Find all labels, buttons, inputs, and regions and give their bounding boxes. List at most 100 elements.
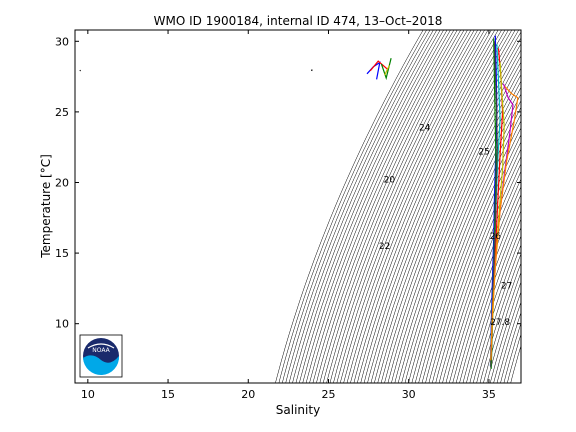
contour-label: 24 — [419, 123, 431, 133]
isoline — [387, 55, 521, 383]
isoline — [483, 262, 521, 383]
isoline — [421, 120, 521, 383]
isoline — [418, 113, 521, 383]
isoline — [404, 86, 521, 383]
y-axis: 10 15 20 25 30 — [55, 35, 521, 331]
isoline — [329, 30, 478, 383]
isoline — [316, 30, 465, 383]
isoline — [414, 106, 521, 383]
y-tick-label: 25 — [55, 106, 69, 119]
isoline — [370, 30, 519, 383]
x-tick-label: 20 — [241, 388, 255, 401]
isoline — [319, 30, 468, 383]
x-tick-label: 30 — [402, 388, 416, 401]
isoline — [449, 178, 521, 383]
isoline — [394, 67, 521, 383]
contour-label: 27.8 — [490, 318, 510, 328]
contour-label: 22 — [379, 242, 390, 252]
x-tick-label: 15 — [161, 388, 175, 401]
isoline — [299, 30, 448, 383]
logo-gull — [87, 343, 115, 349]
isoline — [472, 235, 521, 383]
isoline — [292, 30, 441, 383]
isoline — [339, 30, 489, 383]
profile-line — [380, 58, 392, 81]
isoline — [363, 30, 513, 383]
contour-labels: 20 22 24 25 26 27 27.8 — [379, 123, 512, 328]
isoline — [442, 163, 521, 383]
isoline — [401, 80, 521, 383]
isoline — [428, 134, 521, 383]
contour-label: 26 — [490, 232, 502, 242]
x-tick-label: 35 — [482, 388, 496, 401]
isoline — [479, 253, 521, 383]
isoline — [374, 31, 521, 383]
isoline — [367, 30, 516, 383]
isoline — [295, 30, 444, 383]
isoline — [312, 30, 461, 383]
isoline — [438, 155, 521, 383]
x-tick-label: 10 — [81, 388, 95, 401]
isoline — [459, 201, 521, 383]
isoline — [469, 226, 521, 383]
contour-label: 25 — [478, 147, 489, 157]
isoline — [360, 30, 509, 383]
y-tick-label: 20 — [55, 176, 69, 189]
isoline — [326, 30, 475, 383]
y-axis-label: Temperature [°C] — [39, 154, 53, 259]
isoline — [476, 244, 521, 383]
isoline — [445, 170, 521, 383]
noaa-logo: NOAA — [79, 334, 123, 378]
isoline — [302, 30, 451, 383]
isoline — [462, 210, 521, 383]
isoline — [425, 127, 521, 383]
y-tick-label: 15 — [55, 247, 69, 260]
isoline — [350, 30, 499, 383]
profile-line — [311, 69, 313, 72]
isoline — [346, 30, 496, 383]
isoline — [486, 271, 521, 383]
contour-label: 20 — [384, 176, 396, 186]
y-tick-label: 30 — [55, 35, 69, 48]
isoline — [282, 30, 431, 383]
profile-line — [490, 86, 519, 361]
isoline — [275, 30, 424, 383]
isoline — [278, 30, 427, 383]
isoline — [305, 30, 455, 383]
isoline — [285, 30, 434, 383]
logo-wave — [83, 355, 120, 376]
isoline — [455, 193, 521, 383]
chart-title: WMO ID 1900184, internal ID 474, 13–Oct–… — [154, 14, 443, 28]
profile-line — [79, 69, 81, 72]
isoline — [397, 74, 521, 383]
plot-frame — [74, 29, 522, 384]
x-axis-label: Salinity — [276, 403, 320, 417]
profile-lines — [79, 35, 519, 369]
x-axis: 10 15 20 25 30 35 — [81, 30, 496, 401]
isoline — [377, 37, 521, 383]
isoline — [493, 291, 521, 383]
isoline — [384, 49, 521, 383]
isoline — [411, 100, 521, 383]
isoline — [353, 30, 502, 383]
plot-area — [75, 30, 521, 383]
isoline — [322, 30, 472, 383]
profile-line — [369, 60, 389, 72]
isoline — [466, 218, 521, 383]
logo-text: NOAA — [92, 347, 110, 354]
isoline — [288, 30, 438, 383]
isoline — [408, 93, 521, 383]
isoline — [336, 30, 485, 383]
contour-label: 27 — [501, 281, 512, 291]
isoline — [489, 281, 521, 383]
y-tick-label: 10 — [55, 318, 69, 331]
isoline — [333, 30, 482, 383]
isoline — [496, 301, 521, 383]
isoline — [343, 30, 492, 383]
isoline — [452, 186, 521, 383]
profile-line — [384, 65, 390, 76]
isoline — [432, 141, 521, 383]
x-tick-label: 25 — [321, 388, 335, 401]
isoline — [309, 30, 458, 383]
